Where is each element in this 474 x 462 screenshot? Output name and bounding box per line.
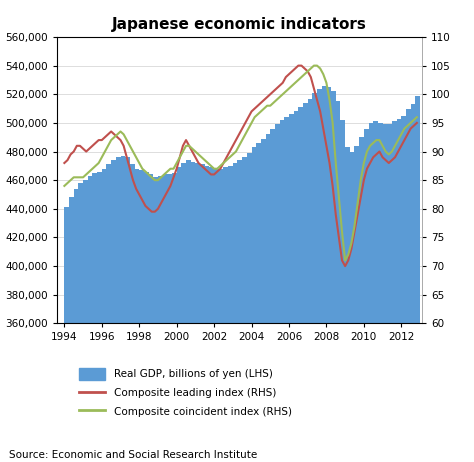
Bar	[415, 96, 420, 462]
Bar	[401, 116, 406, 462]
Bar	[289, 114, 294, 462]
Bar	[252, 147, 256, 462]
Bar	[107, 164, 111, 462]
Bar	[322, 85, 327, 462]
Bar	[237, 160, 242, 462]
Bar	[327, 87, 331, 462]
Bar	[256, 143, 261, 462]
Bar	[102, 169, 107, 462]
Bar	[97, 171, 102, 462]
Bar	[223, 167, 228, 462]
Bar	[148, 175, 153, 462]
Bar	[298, 107, 303, 462]
Bar	[373, 122, 378, 462]
Bar	[265, 134, 270, 462]
Bar	[83, 180, 88, 462]
Bar	[378, 123, 383, 462]
Bar	[172, 173, 177, 462]
Bar	[261, 139, 265, 462]
Bar	[130, 164, 135, 462]
Bar	[233, 163, 237, 462]
Bar	[191, 162, 195, 462]
Bar	[205, 166, 210, 462]
Bar	[387, 124, 392, 462]
Bar	[135, 169, 139, 462]
Bar	[92, 173, 97, 462]
Bar	[392, 122, 397, 462]
Title: Japanese economic indicators: Japanese economic indicators	[112, 17, 367, 31]
Bar	[284, 117, 289, 462]
Bar	[158, 176, 163, 462]
Bar	[270, 128, 275, 462]
Bar	[88, 176, 92, 462]
Bar	[167, 175, 172, 462]
Bar	[359, 137, 364, 462]
Bar	[406, 109, 410, 462]
Bar	[69, 197, 74, 462]
Bar	[74, 189, 78, 462]
Bar	[280, 120, 284, 462]
Bar	[163, 175, 167, 462]
Bar	[195, 163, 200, 462]
Text: Source: Economic and Social Research Institute: Source: Economic and Social Research Ins…	[9, 450, 258, 460]
Bar	[120, 156, 125, 462]
Bar	[368, 123, 373, 462]
Bar	[355, 146, 359, 462]
Bar	[410, 104, 415, 462]
Bar	[345, 147, 350, 462]
Bar	[200, 164, 205, 462]
Legend: Real GDP, billions of yen (LHS), Composite leading index (RHS), Composite coinci: Real GDP, billions of yen (LHS), Composi…	[75, 364, 296, 422]
Bar	[364, 128, 368, 462]
Bar	[111, 160, 116, 462]
Bar	[64, 207, 69, 462]
Bar	[331, 91, 336, 462]
Bar	[247, 153, 252, 462]
Bar	[303, 103, 308, 462]
Bar	[383, 124, 387, 462]
Bar	[317, 89, 322, 462]
Bar	[312, 93, 317, 462]
Bar	[219, 169, 223, 462]
Bar	[336, 101, 340, 462]
Bar	[116, 157, 120, 462]
Bar	[139, 170, 144, 462]
Bar	[308, 98, 312, 462]
Bar	[397, 119, 401, 462]
Bar	[144, 171, 148, 462]
Bar	[177, 167, 182, 462]
Bar	[294, 111, 298, 462]
Bar	[340, 120, 345, 462]
Bar	[214, 169, 219, 462]
Bar	[275, 124, 280, 462]
Bar	[210, 167, 214, 462]
Bar	[350, 152, 355, 462]
Bar	[228, 166, 233, 462]
Bar	[186, 160, 191, 462]
Bar	[153, 177, 158, 462]
Bar	[125, 157, 130, 462]
Bar	[182, 163, 186, 462]
Bar	[78, 183, 83, 462]
Bar	[242, 157, 247, 462]
